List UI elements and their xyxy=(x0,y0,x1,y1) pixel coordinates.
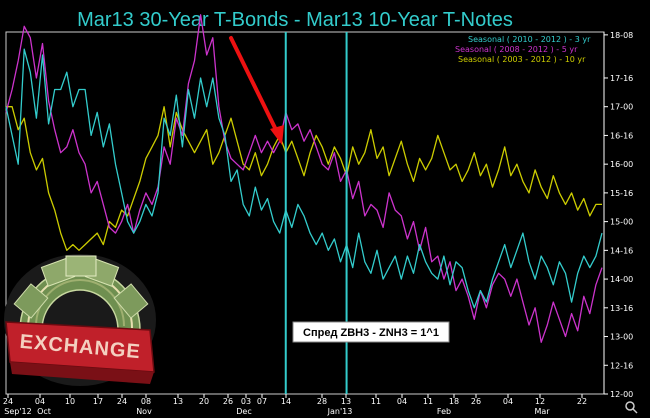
x-tick-label: 20 xyxy=(199,397,209,406)
y-tick-label: 14-00 xyxy=(610,275,633,284)
x-tick-label: 24 xyxy=(3,397,13,406)
legend-entry-10yr: Seasonal ( 2003 - 2012 ) - 10 yr xyxy=(458,55,586,64)
search-icon[interactable] xyxy=(625,401,638,414)
x-tick-label: 03 xyxy=(241,397,251,406)
x-tick-label: 07 xyxy=(257,397,267,406)
series-line-1 xyxy=(5,14,603,343)
red-arrow-icon xyxy=(229,36,284,145)
x-tick-label: 11 xyxy=(423,397,433,406)
x-month-label: Oct xyxy=(37,407,51,416)
y-tick-label: 15-00 xyxy=(610,218,633,227)
x-tick-label: 10 xyxy=(65,397,75,406)
x-tick-label: 04 xyxy=(503,397,513,406)
annotation-box xyxy=(292,321,450,343)
x-tick-label: 13 xyxy=(341,397,351,406)
y-tick-label: 12-16 xyxy=(610,361,633,370)
money-exchange-emblem-icon: EXCHANGE xyxy=(4,254,156,386)
y-tick-label: 14-16 xyxy=(610,246,633,255)
x-tick-label: 26 xyxy=(471,397,481,406)
x-axis-ticks: 24 04 10 17 24 08 13 20 26 03 07 14 28 13 11 04 11 18 26 04… xyxy=(3,394,587,416)
legend: Seasonal ( 2010 - 2012 ) - 3 yr Seasonal… xyxy=(455,35,591,64)
y-tick-label: 16-00 xyxy=(610,160,633,169)
y-tick-label: 13-16 xyxy=(610,304,633,313)
x-month-label: Nov xyxy=(136,407,152,416)
x-tick-label: 17 xyxy=(93,397,103,406)
annotation-text: Спред ZBH3 - ZNH3 = 1^1 xyxy=(303,327,439,339)
x-month-label: Dec xyxy=(236,407,251,416)
legend-entry-5yr: Seasonal ( 2008 - 2012 ) - 5 yr xyxy=(455,45,578,54)
x-tick-label: 14 xyxy=(281,397,291,406)
x-tick-label: 28 xyxy=(317,397,327,406)
x-tick-label: 04 xyxy=(397,397,407,406)
legend-entry-3yr: Seasonal ( 2010 - 2012 ) - 3 yr xyxy=(468,35,591,44)
y-axis-ticks: 18-08 17-16 17-00 16-16 16-00 15-16 15-00 14-16… xyxy=(604,31,633,399)
series-line-0 xyxy=(5,48,603,309)
y-tick-label: 17-16 xyxy=(610,74,633,83)
x-month-label: Jan'13 xyxy=(327,407,353,416)
chart-title: Mar13 30-Year T-Bonds - Mar13 10-Year T-… xyxy=(77,9,513,31)
x-month-label: Sep'12 xyxy=(4,407,31,416)
y-tick-label: 15-16 xyxy=(610,189,633,198)
x-tick-label: 12 xyxy=(535,397,545,406)
x-tick-label: 18 xyxy=(449,397,459,406)
spread-annotation: Спред ZBH3 - ZNH3 = 1^1 xyxy=(292,321,450,343)
x-tick-label: 04 xyxy=(35,397,45,406)
y-tick-label: 16-16 xyxy=(610,131,633,140)
y-tick-label: 12-00 xyxy=(610,390,633,399)
y-tick-label: 17-00 xyxy=(610,103,633,112)
x-month-label: Feb xyxy=(437,407,451,416)
y-tick-label: 18-08 xyxy=(610,31,633,40)
y-tick-label: 13-00 xyxy=(610,333,633,342)
x-tick-label: 08 xyxy=(141,397,151,406)
x-tick-label: 24 xyxy=(117,397,127,406)
series-layer xyxy=(5,14,603,343)
x-tick-label: 26 xyxy=(223,397,233,406)
x-tick-label: 22 xyxy=(577,397,587,406)
series-line-2 xyxy=(6,106,602,251)
x-month-label: Mar xyxy=(534,407,550,416)
x-tick-label: 13 xyxy=(173,397,183,406)
x-tick-label: 11 xyxy=(371,397,381,406)
